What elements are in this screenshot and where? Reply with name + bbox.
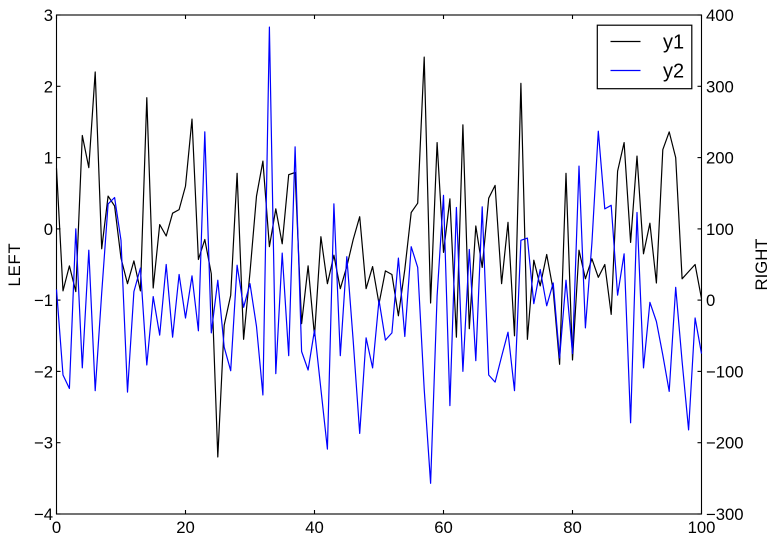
svg-text:3: 3 [44,6,53,25]
svg-text:400: 400 [706,6,734,25]
svg-text:80: 80 [563,518,582,537]
svg-text:100: 100 [688,518,716,537]
svg-text:0: 0 [44,220,53,239]
svg-text:−4: −4 [34,505,53,524]
svg-text:300: 300 [706,77,734,96]
svg-text:20: 20 [176,518,195,537]
svg-text:LEFT: LEFT [5,243,24,287]
svg-text:2: 2 [44,77,53,96]
svg-text:40: 40 [305,518,324,537]
svg-text:0: 0 [52,518,61,537]
svg-text:−1: −1 [34,291,53,310]
svg-text:−300: −300 [706,505,744,524]
svg-text:100: 100 [706,220,734,239]
svg-text:200: 200 [706,149,734,168]
svg-text:y1: y1 [663,32,684,54]
svg-text:−100: −100 [706,362,744,381]
svg-text:RIGHT: RIGHT [752,239,771,291]
svg-text:−2: −2 [34,362,53,381]
svg-text:−3: −3 [34,434,53,453]
svg-text:0: 0 [706,291,715,310]
svg-text:y2: y2 [663,61,684,83]
svg-text:−200: −200 [706,434,744,453]
svg-text:60: 60 [434,518,453,537]
svg-text:1: 1 [44,149,53,168]
